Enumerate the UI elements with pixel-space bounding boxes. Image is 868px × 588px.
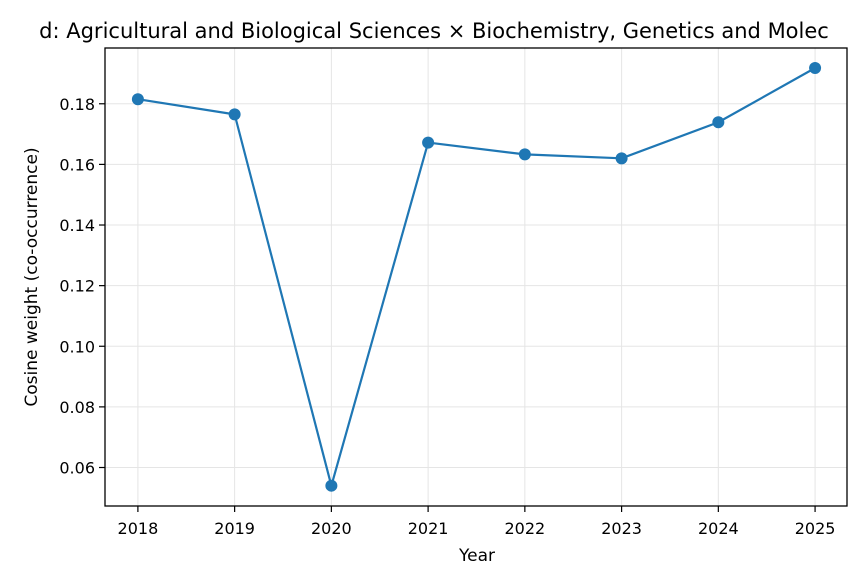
x-tick-label: 2025 — [795, 519, 836, 538]
data-point — [228, 108, 241, 121]
y-tick-label: 0.06 — [59, 459, 95, 478]
grid — [105, 48, 847, 506]
data-point — [809, 62, 822, 75]
x-tick-label: 2024 — [698, 519, 739, 538]
data-point — [712, 116, 725, 129]
y-tick-label: 0.18 — [59, 95, 95, 114]
x-tick-label: 2019 — [214, 519, 255, 538]
series-line — [131, 62, 822, 492]
ticks: 2018 2019 2020 2021 2022 2023 2024 2025 0.06 0.08… — [59, 95, 835, 538]
x-tick-label: 2018 — [118, 519, 159, 538]
plot-frame — [104, 47, 848, 507]
chart-title: d: Agricultural and Biological Sciences … — [39, 19, 829, 43]
data-point — [615, 152, 628, 165]
x-axis-label: Year — [458, 546, 495, 566]
x-tick-label: 2022 — [504, 519, 545, 538]
data-point — [518, 148, 531, 161]
data-point — [325, 479, 338, 492]
y-tick-label: 0.14 — [59, 216, 95, 235]
y-tick-label: 0.10 — [59, 337, 95, 356]
x-tick-label: 2020 — [311, 519, 352, 538]
data-point — [131, 93, 144, 106]
data-point — [422, 136, 435, 149]
x-tick-label: 2021 — [408, 519, 449, 538]
x-tick-label: 2023 — [601, 519, 642, 538]
y-axis-label: Cosine weight (co-occurrence) — [22, 147, 42, 406]
y-tick-label: 0.08 — [59, 398, 95, 417]
series-path — [137, 67, 816, 487]
y-tick-label: 0.12 — [59, 277, 95, 296]
y-tick-label: 0.16 — [59, 155, 95, 174]
